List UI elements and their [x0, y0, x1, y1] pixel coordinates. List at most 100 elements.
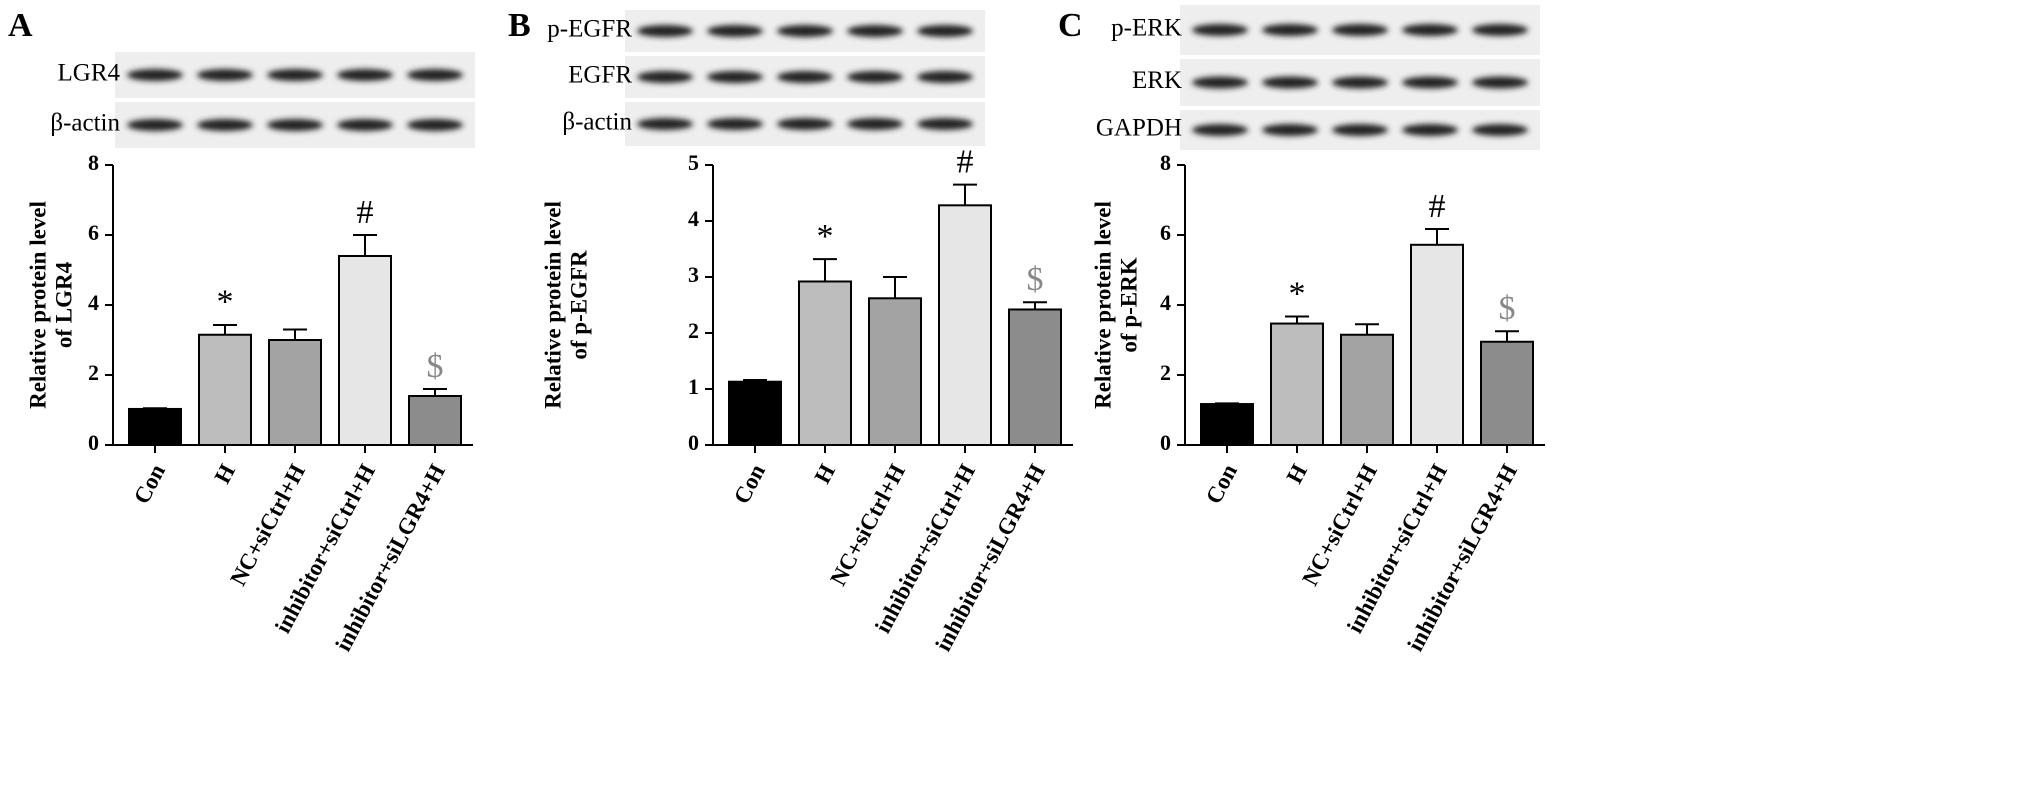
- blot-band: [197, 119, 253, 131]
- blot-band: [127, 119, 183, 131]
- y-axis-label-line: Relative protein level: [25, 201, 50, 409]
- x-tick-label: NC+siCtrl+H: [825, 460, 910, 590]
- bar: [198, 333, 252, 446]
- significance-mark: #: [1429, 188, 1446, 225]
- blot-band: [1262, 24, 1318, 36]
- blot-band: [127, 69, 183, 81]
- blot-band: [267, 69, 323, 81]
- bar: [1008, 308, 1062, 447]
- blot-band: [1332, 76, 1388, 89]
- blot-label: EGFR: [568, 62, 632, 89]
- blot-band: [777, 118, 833, 130]
- y-tick-label: 4: [88, 290, 99, 315]
- y-tick-label: 4: [1160, 290, 1171, 315]
- blot-band: [407, 119, 463, 131]
- y-tick-label: 8: [88, 150, 99, 175]
- blot-band: [847, 118, 903, 130]
- bar: [1200, 403, 1254, 446]
- blot-band: [637, 25, 693, 37]
- panel-label: A: [8, 7, 33, 44]
- significance-mark: $: [427, 348, 444, 385]
- blot-label: GAPDH: [1096, 115, 1182, 142]
- blot-band: [847, 25, 903, 37]
- y-tick-label: 2: [688, 318, 699, 343]
- y-tick-label: 6: [1160, 220, 1171, 245]
- blot-band: [1402, 76, 1458, 89]
- bar: [268, 339, 322, 446]
- blot-band: [337, 69, 393, 81]
- bar: [408, 395, 462, 446]
- bar: [1340, 333, 1394, 446]
- significance-mark: *: [1289, 275, 1306, 312]
- bar: [1480, 340, 1534, 446]
- y-tick-label: 0: [1160, 430, 1171, 455]
- blot-band: [1332, 24, 1388, 36]
- blot-label: LGR4: [58, 60, 121, 87]
- x-tick-label: H: [1282, 460, 1313, 488]
- y-tick-label: 0: [88, 430, 99, 455]
- blot-band: [407, 69, 463, 81]
- blot-band: [917, 118, 973, 130]
- x-tick-label: NC+siCtrl+H: [1297, 460, 1382, 590]
- blot-band: [637, 71, 693, 83]
- bar: [938, 204, 992, 446]
- blot-band: [637, 118, 693, 130]
- x-tick-label: NC+siCtrl+H: [225, 460, 310, 590]
- blot-band: [1192, 124, 1248, 136]
- bar: [338, 255, 392, 446]
- significance-mark: *: [817, 218, 834, 255]
- x-tick-label: Con: [129, 460, 170, 508]
- blot-band: [1402, 124, 1458, 136]
- blot-band: [777, 25, 833, 37]
- significance-mark: #: [357, 194, 374, 231]
- y-tick-label: 6: [88, 220, 99, 245]
- bar: [1270, 322, 1324, 446]
- y-tick-label: 5: [688, 150, 699, 175]
- y-tick-label: 3: [688, 262, 699, 287]
- blot-band: [707, 25, 763, 37]
- bar: [868, 297, 922, 446]
- significance-mark: $: [1499, 290, 1516, 327]
- x-tick-label: H: [810, 460, 841, 488]
- blot-band: [777, 71, 833, 83]
- y-axis-label-line: of p-EGFR: [566, 250, 591, 360]
- y-axis-label: Relative protein level of LGR4: [25, 201, 76, 409]
- significance-mark: *: [217, 284, 234, 321]
- blot-band: [267, 119, 323, 131]
- blot-band: [917, 71, 973, 83]
- y-axis-label-line: of LGR4: [51, 261, 76, 348]
- x-tick-label: Con: [1201, 460, 1242, 508]
- blot-band: [847, 71, 903, 83]
- panel-label: B: [508, 7, 531, 44]
- blot-band: [1262, 124, 1318, 136]
- y-axis-label-line: Relative protein level: [540, 201, 565, 409]
- blot-label: p-ERK: [1111, 15, 1182, 42]
- y-tick-label: 2: [88, 360, 99, 385]
- bar: [798, 280, 852, 447]
- blot-band: [1472, 76, 1528, 89]
- x-tick-label: Con: [729, 460, 770, 508]
- y-tick-label: 8: [1160, 150, 1171, 175]
- blot-label: β-actin: [50, 110, 120, 137]
- blot-label: β-actin: [562, 109, 632, 136]
- blot-band: [707, 118, 763, 130]
- blot-label: ERK: [1132, 67, 1182, 94]
- y-tick-label: 2: [1160, 360, 1171, 385]
- y-axis-label: Relative protein level of p-ERK: [1090, 201, 1141, 409]
- bar: [728, 380, 782, 446]
- y-tick-label: 1: [688, 374, 699, 399]
- y-tick-label: 4: [688, 206, 699, 231]
- blot-label: p-EGFR: [547, 16, 632, 43]
- blot-band: [917, 25, 973, 37]
- blot-band: [1192, 24, 1248, 36]
- y-tick-label: 0: [688, 430, 699, 455]
- bar: [128, 407, 182, 447]
- blot-band: [1262, 76, 1318, 89]
- panel-label: C: [1058, 7, 1083, 44]
- significance-mark: $: [1027, 261, 1044, 298]
- blot-band: [197, 69, 253, 81]
- y-axis-label-line: Relative protein level: [1090, 201, 1115, 409]
- y-axis-label-line: of p-ERK: [1116, 257, 1141, 352]
- significance-mark: #: [957, 143, 974, 180]
